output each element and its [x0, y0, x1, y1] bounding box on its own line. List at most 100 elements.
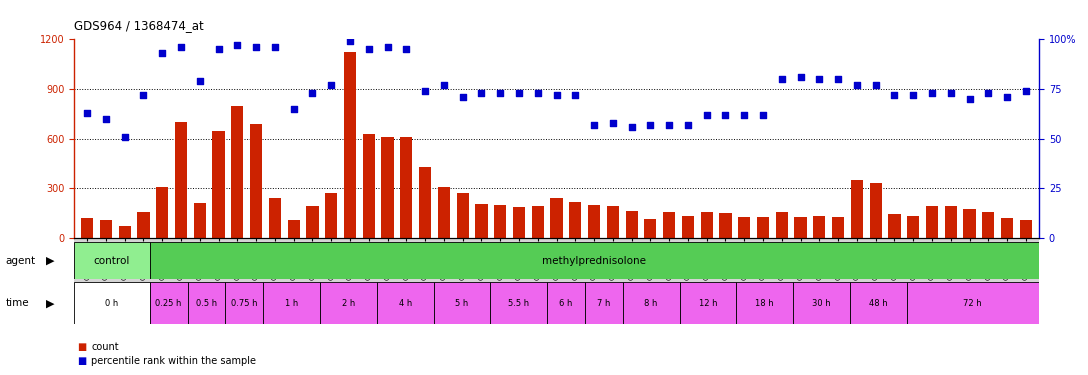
Text: 0.5 h: 0.5 h: [196, 298, 217, 307]
Point: [360, 46, 378, 53]
Point: [717, 112, 734, 118]
Bar: [1001, 218, 1013, 238]
Text: methylprednisolone: methylprednisolone: [542, 256, 646, 266]
Point: [924, 90, 941, 96]
Bar: [680, 282, 737, 324]
Text: 2 h: 2 h: [342, 298, 355, 307]
Bar: [382, 137, 394, 238]
Point: [342, 38, 359, 44]
Text: 12 h: 12 h: [698, 298, 717, 307]
Bar: [494, 205, 506, 238]
Bar: [889, 214, 901, 238]
Bar: [926, 206, 938, 238]
Point: [510, 90, 528, 96]
Bar: [187, 282, 225, 324]
Bar: [457, 194, 469, 238]
Bar: [793, 282, 850, 324]
Point: [886, 92, 903, 98]
Point: [172, 44, 189, 50]
Bar: [194, 203, 206, 238]
Bar: [794, 217, 806, 238]
Bar: [100, 220, 112, 238]
Point: [153, 50, 171, 56]
Bar: [269, 198, 281, 238]
Point: [660, 122, 678, 128]
Point: [679, 122, 696, 128]
Text: ■: ■: [77, 342, 87, 352]
Bar: [907, 216, 919, 238]
Bar: [344, 52, 356, 238]
Text: 0.75 h: 0.75 h: [231, 298, 258, 307]
Point: [492, 90, 509, 96]
Bar: [74, 282, 150, 324]
Point: [135, 92, 152, 98]
Point: [604, 120, 621, 126]
Point: [267, 44, 284, 50]
Text: 0 h: 0 h: [106, 298, 119, 307]
Point: [961, 96, 978, 102]
Point: [735, 112, 753, 118]
Point: [585, 122, 603, 128]
Bar: [225, 282, 263, 324]
Text: 4 h: 4 h: [398, 298, 411, 307]
Point: [97, 116, 114, 122]
Text: 48 h: 48 h: [869, 298, 888, 307]
Bar: [626, 211, 638, 238]
Text: time: time: [5, 298, 29, 308]
Bar: [585, 282, 622, 324]
Point: [623, 124, 641, 130]
Text: 18 h: 18 h: [755, 298, 774, 307]
Point: [116, 134, 134, 140]
Bar: [851, 180, 863, 238]
Bar: [475, 204, 487, 238]
Point: [435, 82, 453, 88]
Bar: [74, 242, 150, 279]
Bar: [307, 206, 319, 238]
Text: count: count: [91, 342, 119, 352]
Point: [191, 78, 209, 84]
Point: [642, 122, 659, 128]
Bar: [376, 282, 433, 324]
Text: percentile rank within the sample: percentile rank within the sample: [91, 356, 257, 366]
Bar: [663, 211, 676, 238]
Point: [417, 88, 434, 94]
Bar: [325, 194, 337, 238]
Bar: [832, 217, 844, 238]
Text: 5.5 h: 5.5 h: [508, 298, 529, 307]
Point: [547, 92, 565, 98]
Bar: [869, 183, 881, 238]
Bar: [437, 187, 450, 238]
Bar: [175, 122, 187, 238]
Point: [942, 90, 960, 96]
Bar: [320, 282, 376, 324]
Text: 6 h: 6 h: [559, 298, 572, 307]
Point: [454, 94, 471, 100]
Point: [247, 44, 264, 50]
Bar: [400, 137, 412, 238]
Bar: [1019, 220, 1033, 238]
Text: 5 h: 5 h: [455, 298, 469, 307]
Point: [774, 76, 791, 82]
Text: ■: ■: [77, 356, 87, 366]
Bar: [212, 131, 224, 238]
Bar: [512, 207, 526, 238]
Text: 1 h: 1 h: [285, 298, 298, 307]
Point: [904, 92, 922, 98]
Point: [698, 112, 716, 118]
Text: 72 h: 72 h: [964, 298, 982, 307]
Point: [322, 82, 339, 88]
Bar: [850, 282, 906, 324]
Point: [754, 112, 771, 118]
Bar: [813, 216, 826, 238]
Bar: [569, 202, 581, 238]
Point: [811, 76, 828, 82]
Point: [849, 82, 866, 88]
Bar: [906, 282, 1039, 324]
Bar: [737, 282, 793, 324]
Point: [78, 110, 96, 116]
Point: [285, 106, 302, 112]
Bar: [588, 205, 601, 238]
Bar: [547, 282, 585, 324]
Bar: [137, 211, 149, 238]
Text: 30 h: 30 h: [812, 298, 831, 307]
